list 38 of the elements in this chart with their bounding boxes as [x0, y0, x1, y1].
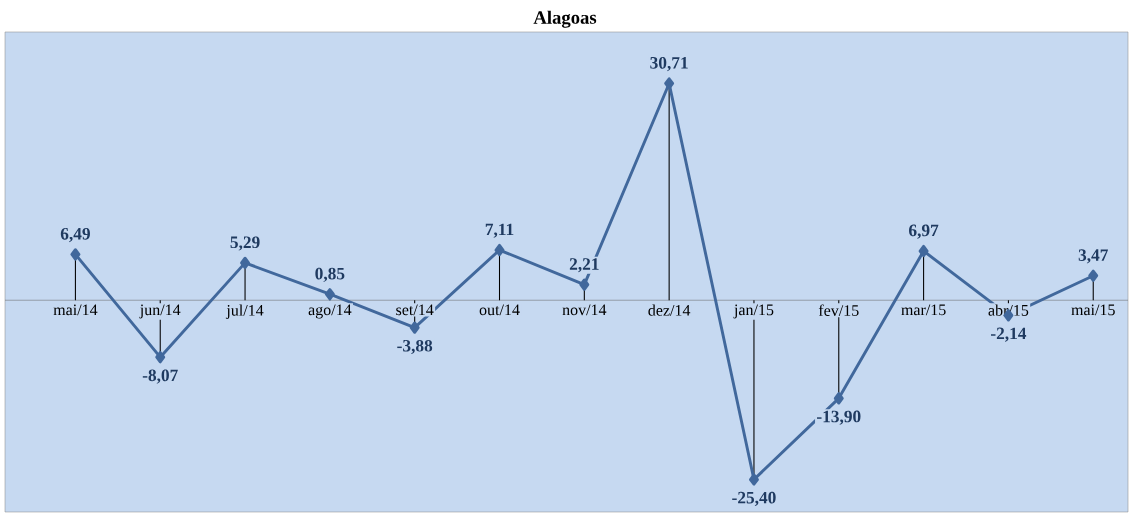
point: [240, 256, 251, 270]
x-tick-label: fev/15: [818, 304, 859, 316]
data-label: 3,47: [1078, 249, 1108, 264]
x-tick-label: jul/14: [225, 304, 264, 319]
data-label: 5,29: [230, 236, 260, 251]
data-label: 7,11: [485, 223, 514, 238]
data-label: -13,90: [817, 410, 861, 425]
point: [579, 278, 590, 291]
x-tick-label: dez/14: [648, 304, 691, 316]
x-tick-label: out/14: [479, 304, 520, 316]
data-label: -25,40: [732, 491, 776, 506]
point: [748, 473, 759, 486]
x-tick-label: set/14: [396, 304, 434, 316]
point: [494, 243, 505, 257]
x-tick-label: nov/14: [562, 304, 607, 316]
point: [833, 392, 844, 405]
data-label: 0,85: [315, 267, 345, 282]
data-label: 30,71: [650, 56, 688, 72]
x-tick-label: mai/14: [53, 304, 98, 316]
x-tick-label: mai/15: [1071, 304, 1115, 316]
x-tick-label: mar/15: [901, 304, 946, 316]
x-tick-label: ago/14: [308, 304, 352, 319]
x-tick-label: jan/15: [733, 304, 774, 319]
point: [155, 351, 166, 364]
point: [918, 244, 929, 258]
data-label: 2,21: [569, 258, 599, 273]
point: [1088, 269, 1099, 282]
point: [70, 248, 81, 261]
point: [664, 77, 675, 90]
data-label: -3,88: [397, 339, 433, 355]
chart-title: Alagoas: [533, 10, 597, 28]
x-tick-label: jun/14: [139, 304, 181, 319]
data-label: 6,97: [909, 224, 939, 239]
point: [324, 288, 335, 301]
data-label: -8,07: [142, 369, 178, 384]
point: [409, 321, 420, 334]
data-label: 6,49: [60, 227, 90, 243]
data-label: -2,14: [990, 327, 1027, 342]
